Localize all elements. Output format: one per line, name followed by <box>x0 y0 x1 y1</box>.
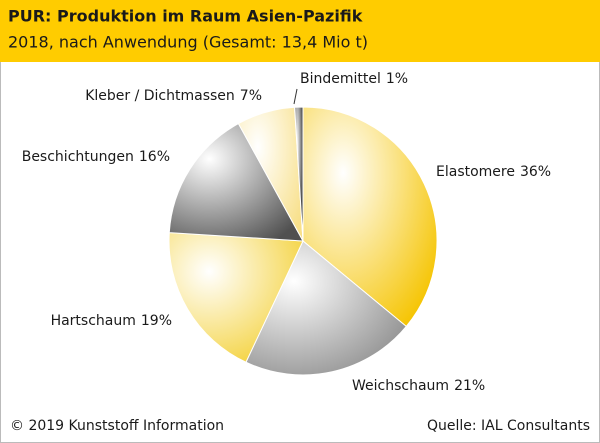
pie-slice <box>245 240 407 376</box>
copyright: © 2019 Kunststoff Information <box>10 418 224 434</box>
value-label: 36% <box>520 164 551 180</box>
slice-label: Kleber / Dichtmassen 7% <box>85 88 262 104</box>
value-label: 7% <box>240 88 262 104</box>
leader-line <box>293 88 298 105</box>
pie-slice <box>168 122 304 242</box>
category-label: Weichschaum <box>352 378 449 394</box>
category-label: Kleber / Dichtmassen <box>85 88 235 104</box>
value-label: 16% <box>139 149 170 165</box>
category-label: Beschichtungen <box>22 149 134 165</box>
pie-slice <box>168 232 304 363</box>
chart-title: PUR: Produktion im Raum Asien-Pazifik <box>8 7 363 26</box>
header-band <box>0 0 600 62</box>
value-label: 19% <box>141 313 172 329</box>
value-label: 1% <box>386 71 408 87</box>
category-label: Elastomere <box>436 164 515 180</box>
slice-label: Weichschaum 21% <box>352 378 485 394</box>
source: Quelle: IAL Consultants <box>427 418 590 434</box>
category-label: Bindemittel <box>300 71 381 87</box>
category-label: Hartschaum <box>51 313 136 329</box>
slice-label: Bindemittel 1% <box>300 71 408 87</box>
chart-subtitle: 2018, nach Anwendung (Gesamt: 13,4 Mio t… <box>8 33 368 52</box>
slice-label: Beschichtungen 16% <box>22 149 170 165</box>
slice-label: Elastomere 36% <box>436 164 551 180</box>
value-label: 21% <box>454 378 485 394</box>
slice-label: Hartschaum 19% <box>51 313 172 329</box>
pie-slice <box>294 106 304 242</box>
pie-slice <box>302 106 438 328</box>
